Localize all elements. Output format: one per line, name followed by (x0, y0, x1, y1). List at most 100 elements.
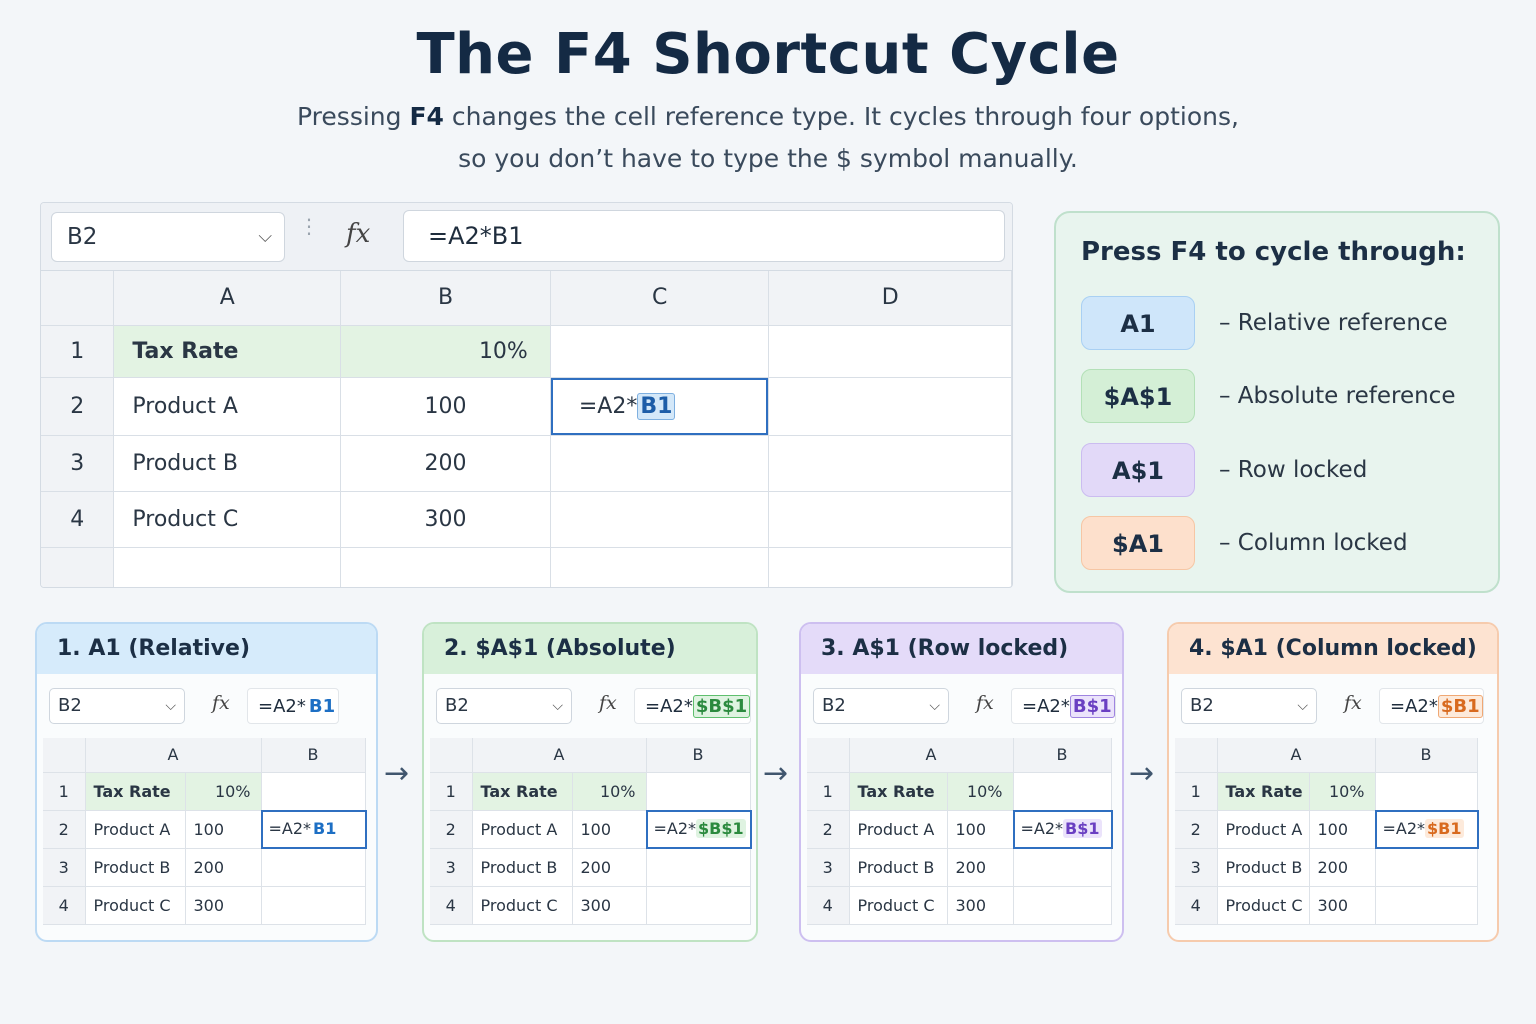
mini-cell-c[interactable] (646, 848, 751, 887)
select-all-corner[interactable] (430, 738, 473, 773)
cell-a3[interactable]: Product B (113, 435, 342, 492)
column-header-c[interactable]: C (550, 271, 770, 326)
row-header[interactable]: 3 (1175, 848, 1218, 887)
mini-formula-input[interactable]: =A2* B1 (247, 688, 340, 724)
row-header-2[interactable]: 2 (41, 377, 115, 436)
mini-formula-input[interactable]: =A2* $B$1 (634, 688, 752, 724)
column-header-b[interactable]: B (1013, 738, 1112, 773)
row-header[interactable]: 2 (807, 810, 850, 849)
mini-cell-a[interactable]: Product C (849, 886, 948, 925)
mini-name-box[interactable]: B2 ⌵ (49, 688, 185, 724)
mini-cell-a[interactable]: Product C (472, 886, 573, 925)
column-header-b[interactable]: B (340, 271, 551, 326)
mini-cell-b[interactable]: 10% (185, 772, 262, 811)
row-header[interactable]: 3 (43, 848, 86, 887)
cell-b4[interactable]: 300 (340, 491, 551, 548)
row-header[interactable]: 2 (1175, 810, 1218, 849)
cell-a1[interactable]: Tax Rate (113, 325, 342, 378)
row-header[interactable]: 1 (807, 772, 850, 811)
row-header[interactable]: 1 (1175, 772, 1218, 811)
mini-cell-a[interactable]: Tax Rate (85, 772, 186, 811)
row-header[interactable]: 1 (43, 772, 86, 811)
cell-a5[interactable] (113, 547, 342, 587)
mini-cell-a[interactable]: Tax Rate (1217, 772, 1310, 811)
mini-active-cell[interactable]: =A2* B$1 (1012, 809, 1113, 849)
mini-name-box[interactable]: B2 ⌵ (813, 688, 949, 724)
mini-cell-c[interactable] (1013, 848, 1112, 887)
column-header-a[interactable]: A (472, 738, 647, 773)
mini-active-cell[interactable]: =A2* B1 (260, 809, 367, 849)
mini-cell-b[interactable]: 200 (1309, 848, 1376, 887)
chevron-down-icon[interactable]: ⌵ (929, 698, 940, 714)
mini-cell-a[interactable]: Product A (849, 810, 948, 849)
column-header-b[interactable]: B (261, 738, 366, 773)
mini-cell-a[interactable]: Product C (85, 886, 186, 925)
chevron-down-icon[interactable]: ⌵ (552, 698, 563, 714)
row-header[interactable]: 4 (430, 886, 473, 925)
cell-c1[interactable] (550, 325, 770, 378)
mini-cell-a[interactable]: Product B (849, 848, 948, 887)
row-header[interactable]: 1 (430, 772, 473, 811)
mini-cell-c[interactable] (261, 886, 366, 925)
mini-cell-a[interactable]: Product A (85, 810, 186, 849)
row-header[interactable]: 3 (430, 848, 473, 887)
mini-cell-b[interactable]: 100 (185, 810, 262, 849)
mini-cell-a[interactable]: Product B (472, 848, 573, 887)
cell-a4[interactable]: Product C (113, 491, 342, 548)
mini-cell-c[interactable] (1375, 848, 1478, 887)
mini-cell-c[interactable] (1013, 886, 1112, 925)
mini-cell-c[interactable]: =A2* $B$1 (645, 809, 752, 849)
column-header-b[interactable]: B (646, 738, 751, 773)
mini-name-box[interactable]: B2 ⌵ (436, 688, 572, 724)
mini-cell-a[interactable]: Tax Rate (472, 772, 573, 811)
chevron-down-icon[interactable]: ⌵ (258, 226, 272, 247)
cell-b5[interactable] (340, 547, 551, 587)
cell-b2[interactable]: 100 (340, 377, 551, 436)
mini-cell-b[interactable]: 100 (947, 810, 1014, 849)
cell-d1[interactable] (768, 325, 1012, 378)
row-header-3[interactable]: 3 (41, 435, 115, 492)
mini-cell-b[interactable]: 300 (947, 886, 1014, 925)
select-all-corner[interactable] (807, 738, 850, 773)
mini-cell-a[interactable]: Product B (85, 848, 186, 887)
mini-cell-b[interactable]: 300 (572, 886, 647, 925)
mini-cell-c[interactable] (1013, 772, 1112, 811)
mini-cell-b[interactable]: 200 (947, 848, 1014, 887)
cell-d5[interactable] (768, 547, 1012, 587)
select-all-corner[interactable] (41, 271, 115, 326)
cell-c4[interactable] (550, 491, 770, 548)
mini-cell-b[interactable]: 200 (185, 848, 262, 887)
cell-c3[interactable] (550, 435, 770, 492)
mini-cell-b[interactable]: 300 (185, 886, 262, 925)
row-header[interactable]: 3 (807, 848, 850, 887)
cell-d4[interactable] (768, 491, 1012, 548)
row-header[interactable]: 4 (1175, 886, 1218, 925)
column-header-d[interactable]: D (768, 271, 1012, 326)
row-header[interactable]: 4 (807, 886, 850, 925)
mini-cell-b[interactable]: 300 (1309, 886, 1376, 925)
chevron-down-icon[interactable]: ⌵ (165, 698, 176, 714)
active-cell-editor[interactable]: =A2* B1 (550, 377, 769, 435)
row-header[interactable]: 2 (43, 810, 86, 849)
chevron-down-icon[interactable]: ⌵ (1297, 698, 1308, 714)
row-header[interactable]: 2 (430, 810, 473, 849)
mini-name-box[interactable]: B2 ⌵ (1181, 688, 1317, 724)
mini-formula-input[interactable]: =A2* $B1 (1379, 688, 1484, 724)
column-header-b[interactable]: B (1375, 738, 1478, 773)
select-all-corner[interactable] (43, 738, 86, 773)
mini-cell-c[interactable] (261, 848, 366, 887)
cell-c2[interactable]: =A2* B1 (550, 377, 770, 436)
mini-active-cell[interactable]: =A2* $B1 (1374, 809, 1479, 849)
mini-cell-c[interactable] (646, 772, 751, 811)
column-header-a[interactable]: A (849, 738, 1014, 773)
mini-formula-input[interactable]: =A2* B$1 (1011, 688, 1116, 724)
mini-cell-a[interactable]: Product C (1217, 886, 1310, 925)
select-all-corner[interactable] (1175, 738, 1218, 773)
column-header-a[interactable]: A (113, 271, 342, 326)
mini-cell-c[interactable]: =A2* B$1 (1012, 809, 1113, 849)
column-header-a[interactable]: A (1217, 738, 1376, 773)
cell-c5[interactable] (550, 547, 770, 587)
formula-input[interactable]: =A2*B1 (403, 210, 1005, 262)
mini-cell-c[interactable] (1375, 886, 1478, 925)
row-header[interactable]: 4 (43, 886, 86, 925)
